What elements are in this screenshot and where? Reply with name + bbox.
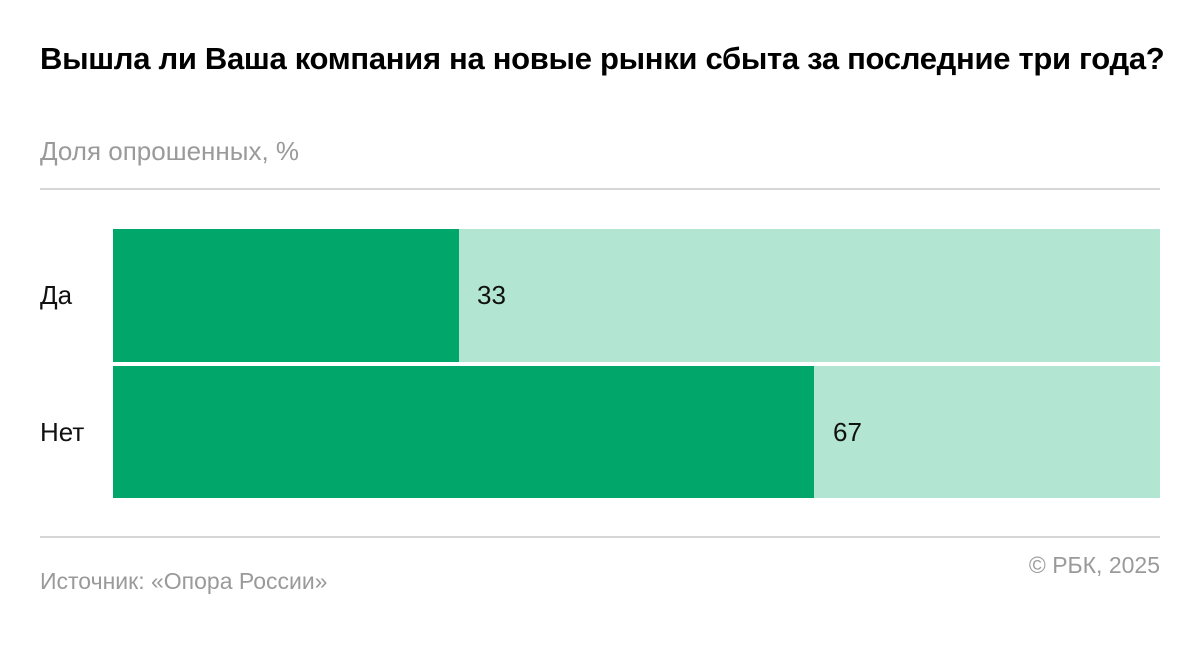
row-label: Да (40, 280, 73, 310)
top-divider (40, 188, 1160, 190)
bar-fill (113, 229, 459, 362)
bar-value-label: 33 (477, 280, 506, 310)
chart-subtitle: Доля опрошенных, % (40, 136, 300, 166)
bar-track: 33 (113, 229, 1160, 362)
bar-row-no: Нет 67 (0, 366, 1200, 498)
chart-title: Вышла ли Ваша компания на новые рынки сб… (40, 41, 1165, 76)
source-note: Источник: «Опора России» (40, 568, 328, 594)
bar-value-label: 67 (833, 417, 862, 447)
bar-track: 67 (113, 366, 1160, 498)
copyright-note: © РБК, 2025 (1028, 552, 1160, 578)
bar-fill (113, 366, 815, 498)
row-label: Нет (40, 417, 85, 447)
bottom-divider (40, 536, 1160, 538)
bar-row-yes: Да 33 (0, 229, 1200, 362)
